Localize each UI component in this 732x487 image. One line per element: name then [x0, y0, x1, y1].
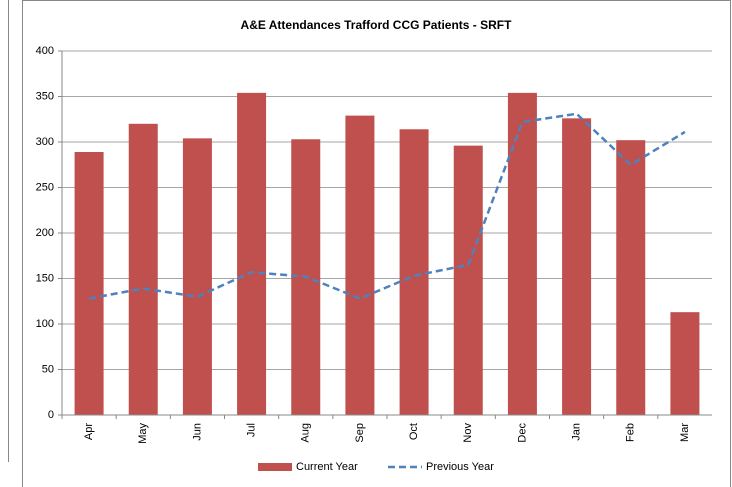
x-tick-label: Jan [570, 423, 582, 441]
bar [345, 115, 375, 416]
x-tick-label: Dec [516, 423, 528, 443]
x-tick-label: Jun [191, 423, 203, 441]
y-tick-label: 100 [36, 318, 54, 330]
bar [182, 138, 212, 416]
x-tick-label: May [137, 423, 149, 444]
legend-label: Current Year [296, 461, 358, 473]
bar [74, 152, 104, 415]
chart-title: A&E Attendances Trafford CCG Patients - … [241, 18, 513, 32]
y-tick-label: 150 [36, 272, 54, 284]
x-tick-label: Aug [300, 423, 312, 443]
y-tick-label: 400 [36, 45, 54, 57]
y-tick-label: 200 [36, 227, 54, 239]
legend-label: Previous Year [426, 461, 494, 473]
x-tick-label: Nov [462, 423, 474, 443]
x-tick-label: Apr [83, 423, 95, 440]
y-tick-label: 50 [42, 363, 54, 375]
y-tick-label: 0 [48, 409, 54, 421]
y-tick-label: 250 [36, 181, 54, 193]
x-tick-label: Sep [354, 423, 366, 443]
x-tick-label: Feb [625, 423, 637, 442]
bar [616, 140, 646, 415]
y-tick-label: 300 [36, 136, 54, 148]
bar [507, 92, 537, 416]
x-tick-label: Oct [408, 423, 420, 440]
y-tick-label: 350 [36, 90, 54, 102]
x-tick-label: Mar [679, 423, 691, 442]
bar [562, 118, 592, 415]
x-tick-label: Jul [245, 423, 257, 437]
bar [453, 145, 483, 415]
bar [128, 123, 158, 416]
line [88, 112, 686, 300]
legend-swatch [258, 463, 292, 471]
bar [399, 129, 429, 415]
bar [237, 92, 267, 416]
bar [670, 312, 700, 415]
